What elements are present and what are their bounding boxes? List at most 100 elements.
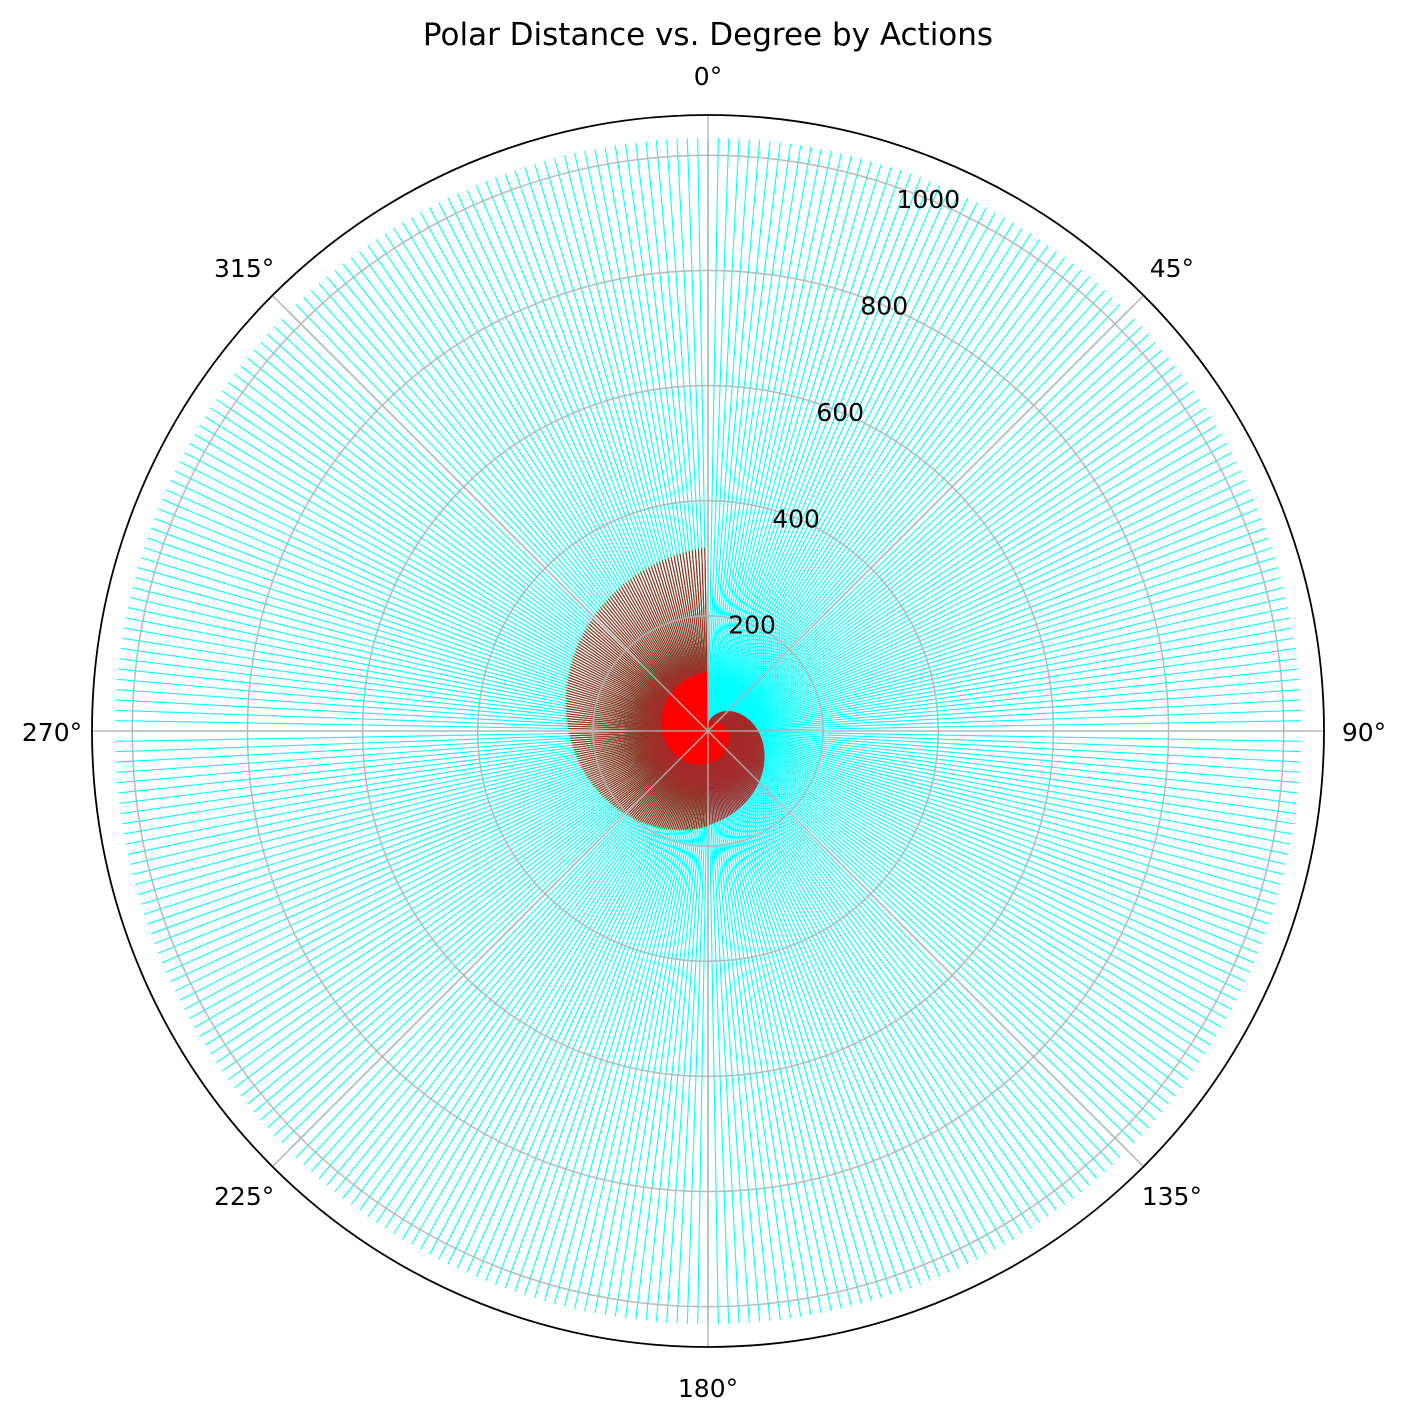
series-0-bar — [707, 637, 1294, 732]
theta-tick-label: 135° — [1142, 1182, 1202, 1211]
series-0-bar — [707, 730, 719, 1324]
series-0-bar — [707, 349, 1163, 732]
series-0-bar — [707, 461, 1237, 732]
series-0-bar — [707, 184, 941, 732]
series-0-bar — [707, 647, 1296, 732]
r-tick-label: 400 — [772, 504, 820, 533]
series-0-bar — [707, 730, 1286, 865]
series-0-bar — [707, 373, 1182, 732]
series-0-bar — [707, 730, 740, 1324]
series-0-bar — [707, 730, 1258, 954]
series-0-bar — [707, 138, 740, 732]
series-0-bar — [707, 730, 1074, 1199]
series-0-bar — [707, 730, 1143, 1136]
theta-tick-label: 45° — [1150, 254, 1194, 283]
series-0-bar — [707, 390, 1195, 732]
series-0-bar — [707, 730, 1041, 1223]
series-0-bar — [707, 730, 1301, 763]
series-0-bar — [707, 730, 1227, 1019]
series-0-bar — [707, 139, 750, 732]
series-0-bar — [707, 382, 1189, 732]
series-0-bar — [707, 489, 1250, 732]
series-0-bar — [707, 557, 1276, 732]
series-0-bar — [707, 304, 1121, 732]
theta-gridline — [707, 730, 1145, 1168]
series-0-bar — [707, 398, 1200, 732]
label-layer: 0° 45° 90° 135° 180° 225° 270° 315° 200 400 600 800… — [22, 62, 1386, 1403]
series-0-bar — [707, 202, 978, 732]
series-0-bar — [707, 730, 863, 1304]
series-0-bar — [707, 730, 892, 1296]
series-0-bar — [707, 607, 1289, 732]
series-0-bar — [707, 730, 987, 1255]
series-0-bar — [707, 142, 781, 732]
series-0-bar — [707, 730, 1279, 895]
chart-title: Polar Distance vs. Degree by Actions — [423, 17, 993, 53]
series-0-bar — [707, 537, 1269, 732]
series-0-bar — [707, 730, 1269, 925]
series-layer — [115, 138, 1301, 1324]
series-0-bar — [707, 217, 1005, 732]
theta-tick-label: 315° — [214, 254, 274, 283]
series-0-bar — [707, 730, 822, 1314]
series-0-bar — [707, 140, 761, 732]
series-0-bar — [707, 730, 1300, 773]
series-0-bar — [707, 720, 1301, 732]
series-0-bar — [707, 730, 931, 1281]
series-0-bar — [707, 730, 1250, 973]
series-0-bar — [666, 730, 709, 1323]
series-0-bar — [707, 407, 1206, 732]
series-0-bar — [707, 730, 1296, 815]
series-0-bar — [707, 730, 978, 1260]
series-0-bar — [707, 730, 1237, 1001]
series-0-bar — [707, 730, 802, 1317]
series-0-bar — [707, 730, 1098, 1179]
series-0-bar — [707, 730, 771, 1321]
series-0-bar — [707, 498, 1255, 732]
series-0-bar — [707, 318, 1135, 732]
theta-tick-label: 0° — [694, 62, 722, 91]
series-0-bar — [707, 730, 1106, 1173]
series-0-bar — [707, 730, 1182, 1089]
series-0-bar — [707, 730, 1090, 1186]
series-0-bar — [707, 730, 1289, 855]
series-0-bar — [707, 730, 1217, 1037]
series-0-bar — [707, 587, 1284, 732]
series-0-bar — [707, 658, 1297, 732]
series-0-bar — [707, 730, 792, 1319]
series-0-bar — [707, 289, 1106, 732]
series-0-bar — [707, 479, 1246, 732]
series-0-bar — [707, 148, 822, 732]
series-0-bar — [707, 730, 1266, 935]
series-0-bar — [707, 189, 950, 732]
series-0-bar — [707, 257, 1066, 732]
series-0-bar — [707, 730, 1066, 1205]
series-0-bar — [707, 357, 1170, 732]
series-0-bar — [707, 141, 771, 732]
series-0-bar — [707, 730, 1150, 1129]
theta-tick-label: 225° — [214, 1182, 274, 1211]
series-0-bar — [707, 617, 1291, 732]
series-0-bar — [707, 207, 987, 732]
series-0-bar — [707, 730, 832, 1312]
series-0-bar — [707, 508, 1258, 732]
series-0-bar — [707, 730, 1195, 1072]
series-0-bar — [676, 730, 709, 1324]
series-0-bar — [707, 730, 996, 1250]
series-0-bar — [707, 138, 730, 732]
series-0-bar — [707, 730, 1082, 1193]
series-0-bar — [707, 222, 1014, 732]
series-0-bar — [707, 730, 902, 1292]
series-0-bar — [707, 177, 922, 732]
series-0-bar — [707, 730, 1294, 825]
series-0-bar — [707, 333, 1150, 732]
series-0-bar — [707, 730, 1156, 1121]
series-0-bar — [707, 239, 1041, 732]
series-0-bar — [707, 470, 1242, 732]
theta-gridline — [271, 730, 709, 1168]
series-0-bar — [707, 155, 852, 732]
series-0-bar — [707, 296, 1113, 732]
series-0-bar — [707, 730, 1242, 992]
series-0-bar — [707, 730, 1023, 1235]
series-0-bar — [707, 173, 912, 732]
